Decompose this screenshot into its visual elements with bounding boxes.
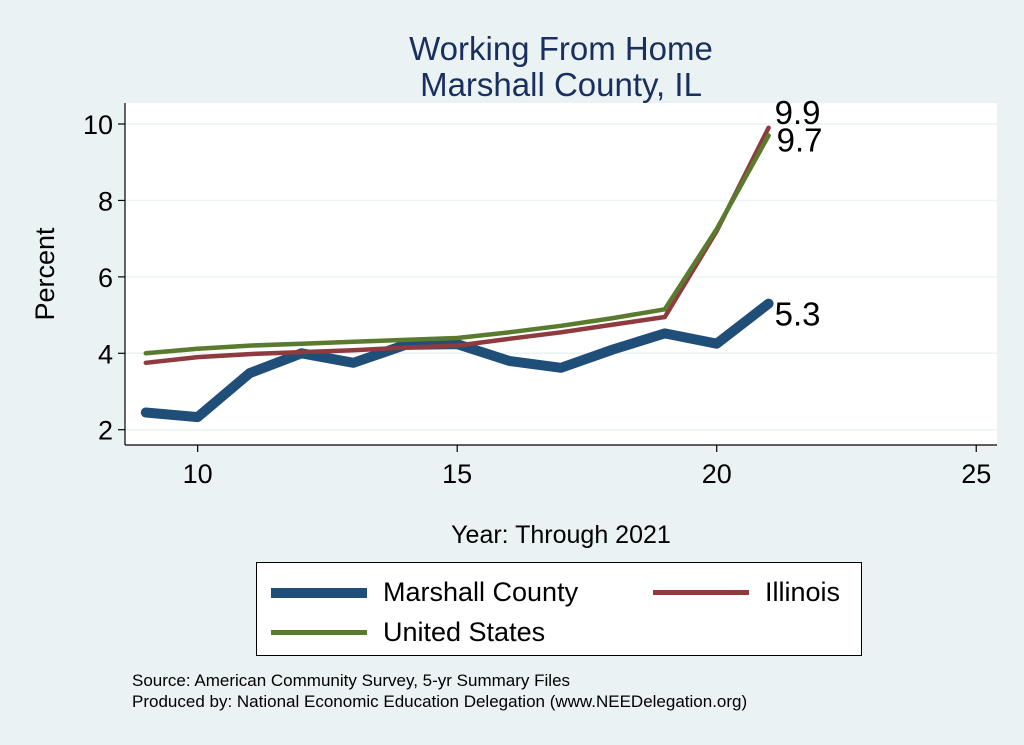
legend-label: Illinois bbox=[765, 577, 841, 607]
x-tick-label: 20 bbox=[702, 459, 732, 489]
chart-subtitle: Marshall County, IL bbox=[420, 66, 702, 103]
plot-area bbox=[125, 103, 997, 445]
x-tick-label: 10 bbox=[183, 459, 213, 489]
legend-label: Marshall County bbox=[383, 577, 579, 607]
series-line-united-states bbox=[143, 133, 771, 356]
x-tick-label: 25 bbox=[961, 459, 991, 489]
source-note: Source: American Community Survey, 5-yr … bbox=[132, 670, 747, 712]
series-layer bbox=[140, 125, 774, 423]
legend-swatch-marshall-county bbox=[271, 587, 367, 598]
legend-item-united-states: United States bbox=[271, 617, 545, 648]
legend-swatch-illinois bbox=[653, 590, 749, 595]
series-line-illinois bbox=[143, 125, 771, 366]
x-tick-label: 15 bbox=[442, 459, 472, 489]
legend-item-marshall-county: Marshall County bbox=[271, 577, 578, 608]
y-tick-label: 2 bbox=[98, 416, 113, 446]
y-axis-label: Percent bbox=[30, 227, 60, 321]
legend: Marshall County Illinois United States bbox=[256, 562, 862, 656]
legend-item-illinois: Illinois bbox=[653, 577, 840, 608]
chart-title: Working From Home bbox=[409, 30, 713, 67]
end-label-united-states: 9.7 bbox=[777, 121, 823, 158]
y-tick-label: 10 bbox=[83, 110, 113, 140]
y-tick-label: 6 bbox=[98, 263, 113, 293]
line-chart: 2 4 6 8 10 10 15 20 25 5.3 9.99.7 Working From Ho… bbox=[30, 30, 997, 549]
source-line: Source: American Community Survey, 5-yr … bbox=[132, 671, 571, 690]
legend-label: United States bbox=[383, 617, 546, 647]
x-axis-label: Year: Through 2021 bbox=[451, 521, 671, 549]
producer-line: Produced by: National Economic Education… bbox=[132, 692, 748, 711]
y-tick-label: 8 bbox=[98, 186, 113, 216]
legend-swatch-united-states bbox=[271, 630, 367, 635]
end-labels: 5.3 9.99.7 bbox=[775, 94, 823, 333]
y-tick-label: 4 bbox=[98, 339, 113, 369]
axes: 2 4 6 8 10 10 15 20 25 bbox=[83, 103, 997, 489]
end-label-illinois: 9.9 bbox=[775, 94, 821, 131]
end-label-marshall-county: 5.3 bbox=[775, 296, 821, 333]
